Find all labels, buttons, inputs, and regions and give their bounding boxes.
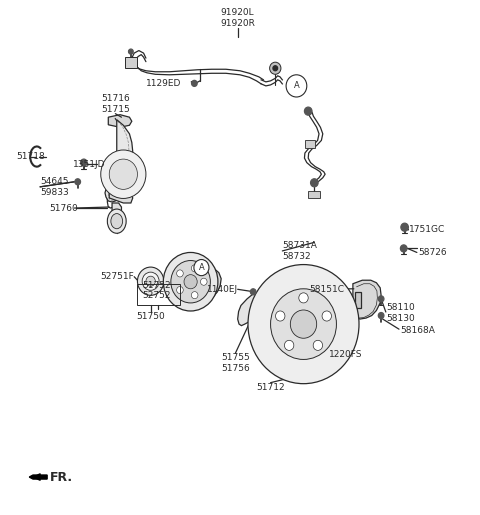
Polygon shape (112, 203, 121, 218)
Circle shape (163, 252, 218, 311)
Circle shape (304, 107, 312, 115)
Circle shape (201, 278, 207, 285)
Circle shape (194, 260, 209, 276)
Text: 1351JD: 1351JD (73, 160, 106, 168)
Circle shape (400, 245, 407, 252)
Circle shape (192, 265, 198, 272)
Text: 1129ED: 1129ED (146, 79, 181, 88)
Circle shape (248, 265, 359, 384)
Polygon shape (109, 188, 133, 203)
Text: 58731A
58732: 58731A 58732 (282, 241, 317, 261)
Text: 58726: 58726 (418, 248, 446, 257)
Circle shape (276, 311, 285, 321)
Text: 51755
51756: 51755 51756 (221, 353, 250, 373)
Circle shape (285, 340, 294, 350)
Circle shape (271, 289, 336, 359)
Circle shape (251, 289, 256, 295)
Ellipse shape (108, 209, 126, 233)
Bar (305, 141, 315, 148)
Text: A: A (294, 81, 300, 91)
Circle shape (401, 223, 408, 231)
Text: 51752
52752: 51752 52752 (143, 281, 171, 300)
Bar (308, 192, 321, 198)
Circle shape (81, 159, 87, 166)
Text: A: A (199, 263, 204, 272)
Polygon shape (29, 475, 47, 479)
Circle shape (311, 179, 318, 187)
Circle shape (286, 75, 307, 97)
Polygon shape (169, 264, 221, 301)
Circle shape (101, 150, 146, 198)
Text: 1751GC: 1751GC (409, 225, 445, 234)
Circle shape (171, 261, 210, 303)
Circle shape (378, 313, 384, 319)
Circle shape (192, 80, 197, 87)
Text: 1220FS: 1220FS (329, 350, 363, 359)
Polygon shape (355, 292, 361, 308)
Circle shape (290, 310, 317, 338)
Circle shape (177, 270, 183, 277)
Text: 58151C: 58151C (310, 285, 345, 294)
Text: 58110
58130: 58110 58130 (387, 303, 416, 323)
Polygon shape (238, 292, 264, 325)
Circle shape (75, 179, 81, 185)
Text: 91920L
91920R: 91920L 91920R (220, 8, 255, 28)
Circle shape (270, 62, 281, 74)
Text: 54645
59833: 54645 59833 (40, 177, 69, 197)
Text: 51718: 51718 (16, 152, 45, 161)
Text: 58168A: 58168A (400, 326, 435, 335)
Polygon shape (353, 280, 381, 319)
Ellipse shape (111, 214, 122, 229)
Text: 51712: 51712 (256, 383, 285, 392)
Bar (125, 57, 136, 68)
Polygon shape (108, 115, 132, 127)
Circle shape (129, 49, 133, 54)
Circle shape (142, 272, 159, 290)
Circle shape (146, 276, 156, 286)
Circle shape (313, 340, 323, 350)
Circle shape (378, 296, 384, 302)
Text: FR.: FR. (49, 471, 72, 484)
Bar (136, 284, 180, 305)
Text: 52751F: 52751F (100, 272, 134, 281)
Text: 1140EJ: 1140EJ (206, 285, 238, 294)
Text: 51716
51715: 51716 51715 (101, 94, 130, 114)
Circle shape (184, 274, 197, 289)
Circle shape (299, 293, 308, 303)
Circle shape (273, 66, 277, 71)
Text: 51760: 51760 (49, 203, 78, 213)
Circle shape (109, 159, 137, 190)
Circle shape (192, 291, 198, 299)
Polygon shape (105, 119, 133, 202)
Circle shape (177, 286, 183, 294)
Text: 51750: 51750 (136, 312, 165, 320)
Circle shape (322, 311, 332, 321)
Circle shape (137, 267, 164, 295)
